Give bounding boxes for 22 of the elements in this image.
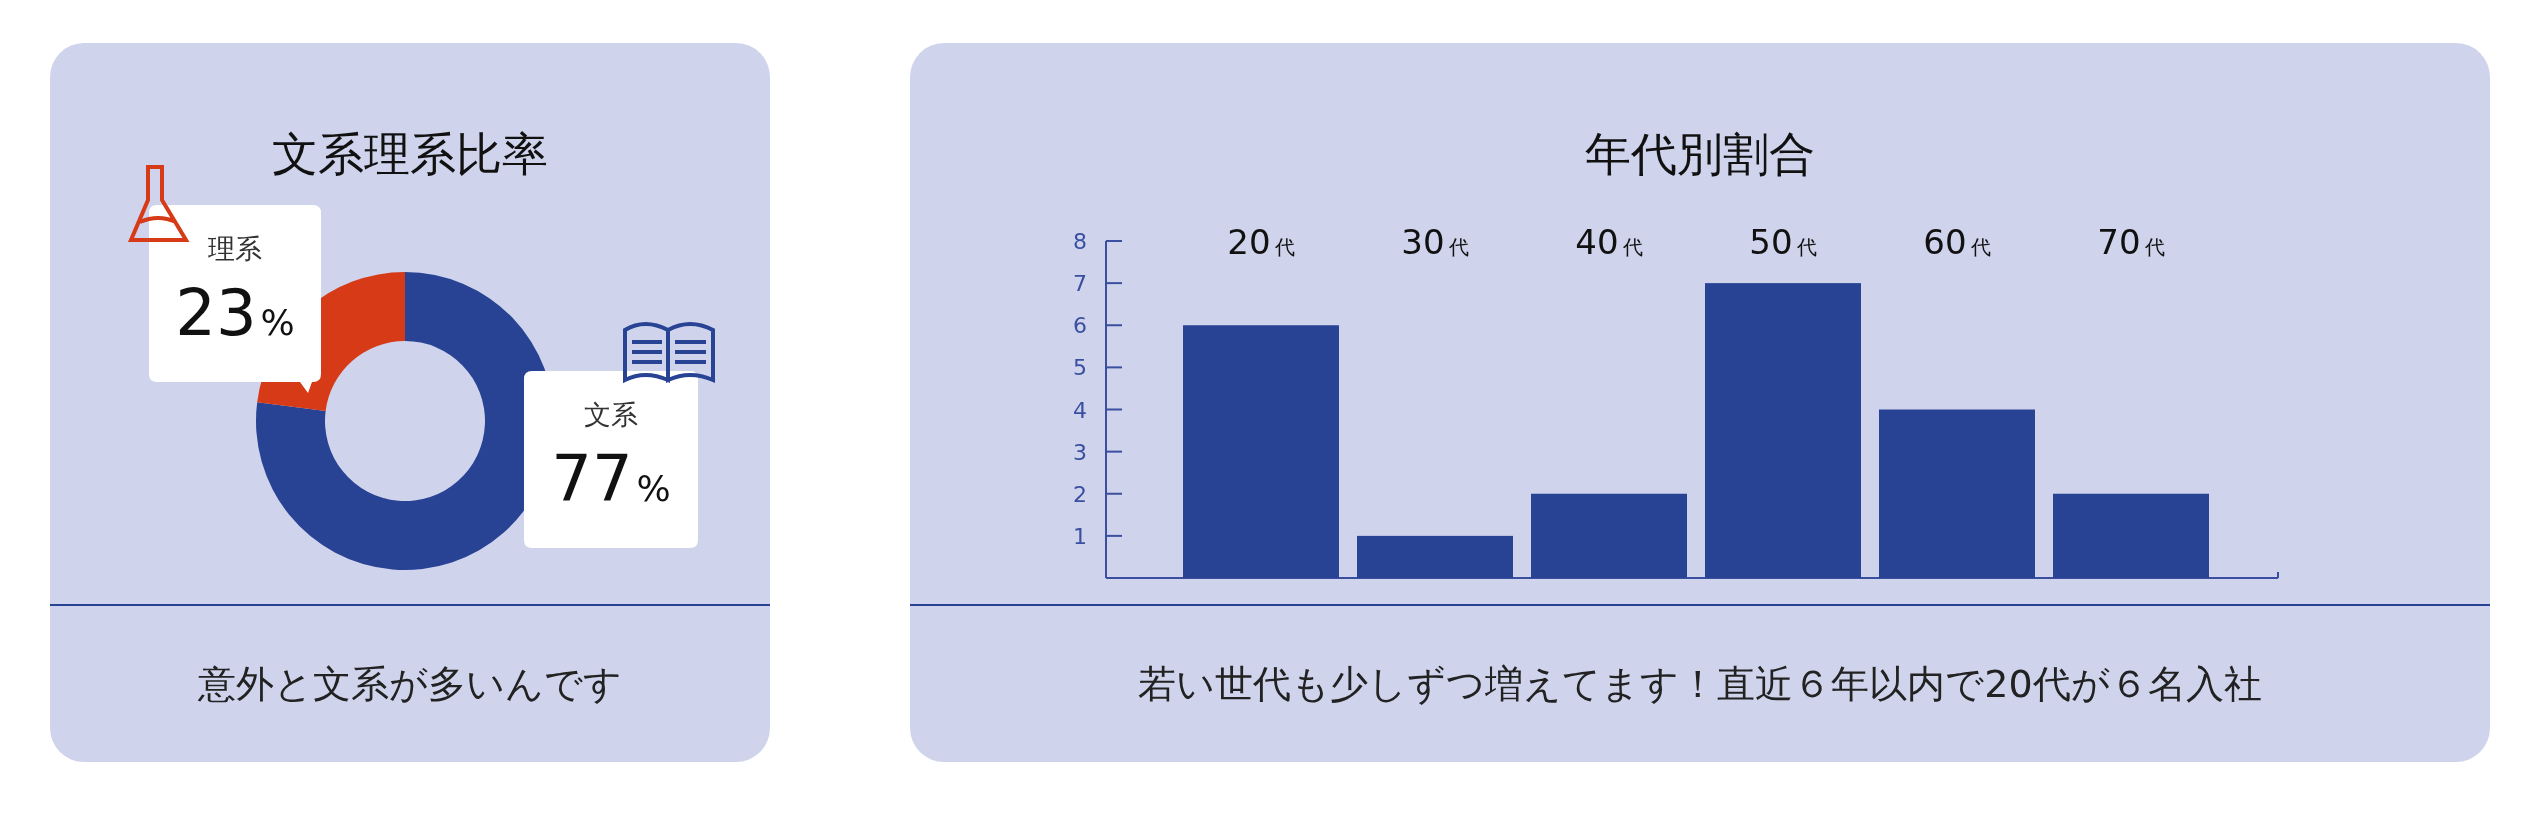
text: 若い世代も少しずつ増えてます！直近６年以内で20代が６名入社 [1138, 662, 2262, 706]
y-tick-label: 1 [1073, 523, 1087, 549]
text: 意外と文系が多いんです [197, 662, 622, 706]
slice-label: 理系 [208, 233, 262, 264]
y-tick-label: 5 [1073, 355, 1087, 381]
bar [1531, 493, 1687, 578]
y-tick-label: 3 [1073, 439, 1087, 465]
legend-label: 文系 [584, 399, 638, 430]
bar [1879, 409, 2035, 578]
chart-title: 年代別割合 [1585, 127, 1815, 181]
data-label: 77% [551, 442, 671, 516]
chart-title: 文系理系比率 [272, 127, 548, 181]
data-label: 23% [175, 276, 295, 350]
y-tick-label: 4 [1073, 397, 1087, 423]
y-tick-label: 8 [1073, 229, 1087, 254]
y-tick-label: 7 [1073, 271, 1087, 297]
bar [1183, 325, 1339, 578]
bar [1357, 535, 1513, 578]
bar [1705, 283, 1861, 578]
y-tick-label: 2 [1073, 481, 1087, 507]
y-tick-label: 6 [1073, 313, 1087, 339]
bar [2053, 493, 2209, 578]
